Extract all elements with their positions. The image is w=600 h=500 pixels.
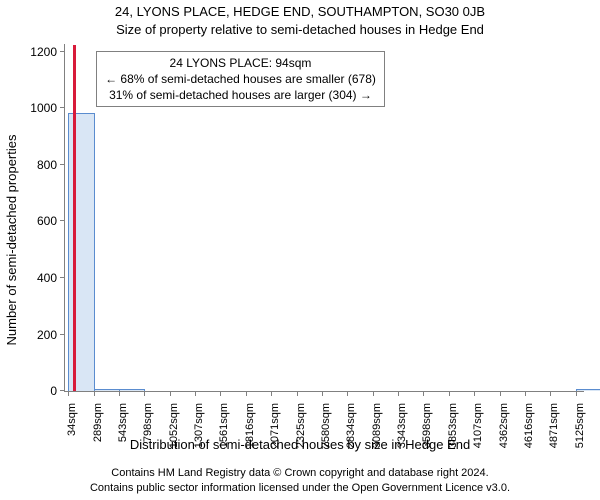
highlight-marker [73,45,76,391]
x-tick-label: 34sqm [66,403,78,436]
legend-smaller-pct: ← 68% of semi-detached houses are smalle… [105,71,376,87]
footnote: Contains HM Land Registry data © Crown c… [0,466,600,496]
x-tick [373,391,374,396]
x-tick [246,391,247,396]
x-tick [474,391,475,396]
legend-larger-pct: 31% of semi-detached houses are larger (… [105,87,376,103]
footnote-line-2: Contains public sector information licen… [0,481,600,496]
y-tick [60,51,65,52]
y-tick-label: 200 [37,328,57,342]
x-tick [195,391,196,396]
legend-property-size: 24 LYONS PLACE: 94sqm [105,55,376,71]
x-tick [550,391,551,396]
y-tick-label: 0 [50,384,57,398]
y-tick-label: 1000 [30,101,57,115]
chart-container: 24, LYONS PLACE, HEDGE END, SOUTHAMPTON,… [0,0,600,500]
y-tick-label: 400 [37,271,57,285]
subtitle: Size of property relative to semi-detach… [0,22,600,37]
y-tick [60,107,65,108]
x-tick [297,391,298,396]
x-tick [500,391,501,396]
y-tick [60,277,65,278]
x-tick [398,391,399,396]
x-tick [119,391,120,396]
x-tick [68,391,69,396]
bar [119,389,145,391]
x-tick [322,391,323,396]
x-tick [576,391,577,396]
y-tick [60,220,65,221]
x-tick [220,391,221,396]
x-tick [144,391,145,396]
x-tick [449,391,450,396]
y-tick [60,390,65,391]
plot-area: 24 LYONS PLACE: 94sqm ← 68% of semi-deta… [64,44,584,392]
main-title: 24, LYONS PLACE, HEDGE END, SOUTHAMPTON,… [0,4,600,19]
bar [94,389,120,391]
x-axis-label: Distribution of semi-detached houses by … [0,437,600,452]
y-axis-label: Number of semi-detached properties [4,135,19,346]
x-tick [347,391,348,396]
x-tick [170,391,171,396]
x-tick [423,391,424,396]
y-tick [60,334,65,335]
x-tick [271,391,272,396]
y-tick-label: 1200 [30,45,57,59]
bar [576,389,600,391]
x-tick [94,391,95,396]
y-tick-label: 600 [37,214,57,228]
y-tick [60,164,65,165]
footnote-line-1: Contains HM Land Registry data © Crown c… [0,466,600,481]
legend-box: 24 LYONS PLACE: 94sqm ← 68% of semi-deta… [96,51,385,108]
x-tick [525,391,526,396]
y-tick-label: 800 [37,158,57,172]
